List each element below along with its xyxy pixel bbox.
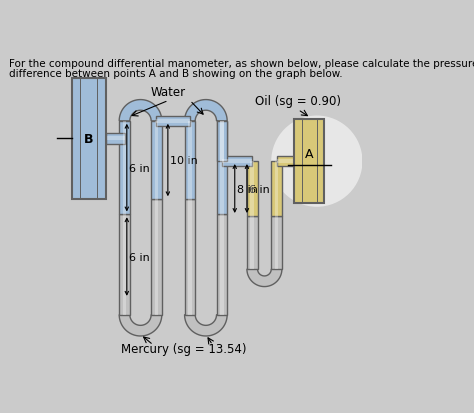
- Bar: [247, 216, 257, 269]
- Text: Oil (sg = 0.90): Oil (sg = 0.90): [255, 95, 341, 107]
- Text: For the compound differential manometer, as shown below, please calculate the pr: For the compound differential manometer,…: [9, 59, 474, 69]
- Bar: [220, 121, 224, 162]
- Bar: [247, 162, 257, 216]
- Bar: [294, 120, 325, 204]
- Text: 6 in: 6 in: [129, 252, 150, 262]
- Bar: [276, 157, 294, 167]
- Polygon shape: [119, 315, 162, 336]
- Ellipse shape: [271, 116, 363, 207]
- Text: A: A: [305, 148, 313, 161]
- Bar: [220, 215, 224, 315]
- Text: 6 in: 6 in: [129, 163, 150, 173]
- Text: Mercury (sg = 13.54): Mercury (sg = 13.54): [121, 342, 246, 356]
- Bar: [275, 162, 278, 216]
- Text: difference between points A and B showing on the graph below.: difference between points A and B showin…: [9, 69, 343, 79]
- Bar: [156, 116, 190, 127]
- Polygon shape: [247, 269, 282, 287]
- Text: 10 in: 10 in: [170, 156, 198, 166]
- Bar: [106, 134, 125, 144]
- Bar: [155, 121, 158, 199]
- Bar: [119, 215, 130, 315]
- Bar: [72, 78, 106, 199]
- Bar: [151, 121, 162, 199]
- Bar: [276, 160, 294, 164]
- Bar: [275, 216, 278, 269]
- Bar: [222, 157, 252, 167]
- Bar: [217, 121, 227, 215]
- Bar: [217, 215, 227, 315]
- Bar: [106, 137, 125, 141]
- Bar: [184, 121, 195, 199]
- Text: 6 in: 6 in: [249, 184, 270, 194]
- Bar: [188, 199, 192, 315]
- Bar: [250, 162, 254, 216]
- Bar: [123, 121, 127, 215]
- Bar: [184, 199, 195, 315]
- Bar: [188, 121, 192, 199]
- Bar: [156, 120, 190, 123]
- Polygon shape: [184, 100, 227, 121]
- Text: B: B: [84, 133, 93, 145]
- Bar: [220, 121, 224, 215]
- Bar: [155, 199, 158, 315]
- Bar: [271, 162, 282, 216]
- Bar: [222, 160, 252, 164]
- Text: Water: Water: [151, 86, 186, 99]
- Text: 8 in: 8 in: [237, 184, 258, 194]
- Bar: [123, 215, 127, 315]
- Polygon shape: [119, 100, 162, 121]
- Bar: [119, 121, 130, 215]
- Bar: [250, 216, 254, 269]
- Bar: [151, 199, 162, 315]
- Bar: [217, 121, 227, 162]
- Polygon shape: [184, 315, 227, 336]
- Bar: [271, 216, 282, 269]
